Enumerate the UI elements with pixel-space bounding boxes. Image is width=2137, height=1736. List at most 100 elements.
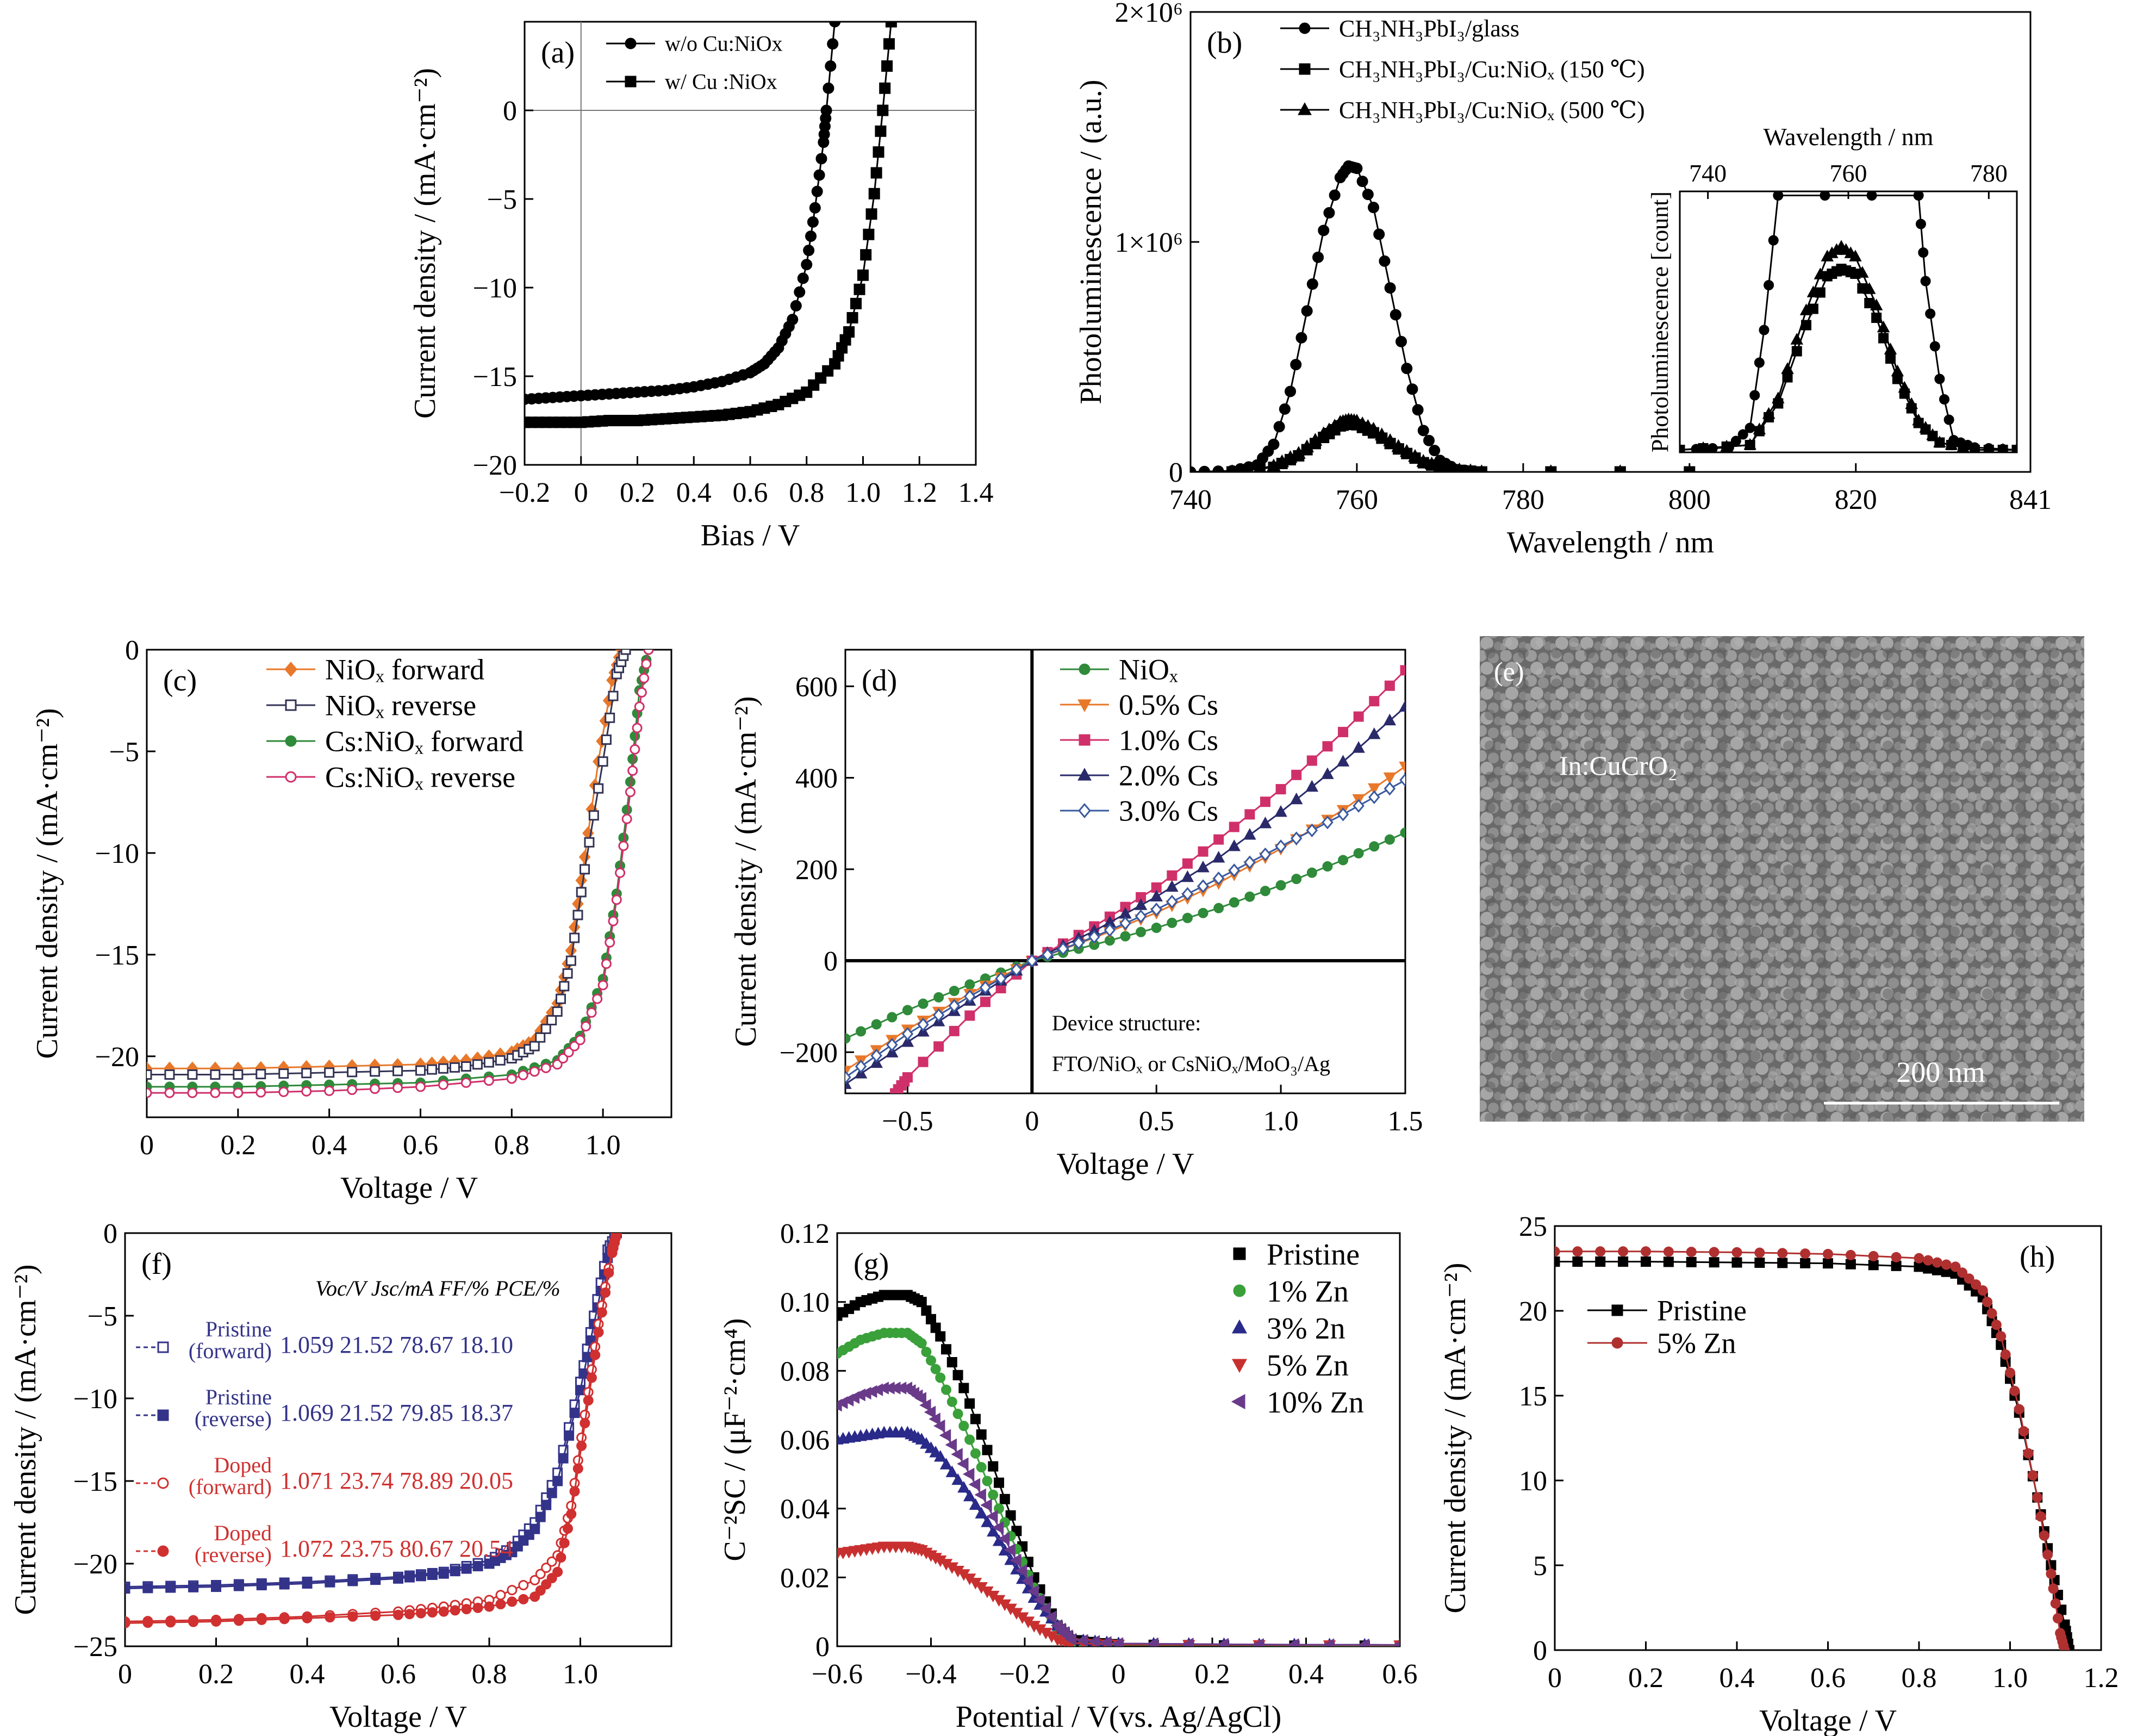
data-point	[563, 1047, 574, 1057]
data-point	[1181, 887, 1194, 901]
data-point	[540, 1023, 551, 1034]
data-point	[615, 867, 626, 878]
data-point	[901, 1035, 914, 1047]
data-point	[1547, 464, 1555, 472]
data-point	[559, 981, 570, 992]
data-point	[846, 312, 858, 323]
data-point	[916, 1338, 927, 1349]
data-point	[147, 1087, 152, 1098]
inset-data-point	[1983, 443, 1994, 452]
y-tick-label: 0.04	[780, 1494, 830, 1525]
data-point	[1709, 1247, 1719, 1258]
data-point	[1957, 1267, 1968, 1278]
data-point	[873, 146, 884, 158]
data-point	[347, 1067, 358, 1078]
data-point	[1353, 799, 1365, 813]
data-point	[164, 1087, 175, 1098]
data-point	[1971, 1279, 1982, 1290]
inset-data-point	[1820, 191, 1830, 201]
data-point	[958, 1421, 969, 1432]
data-point	[995, 972, 1007, 986]
legend-label: 5% Zn	[1657, 1327, 1736, 1359]
data-point	[438, 1568, 449, 1579]
data-point	[535, 1585, 546, 1596]
data-point	[1686, 1247, 1697, 1258]
data-point	[347, 1085, 358, 1096]
legend-swatch-marker	[157, 1477, 169, 1489]
y-tick-label: 0	[815, 1632, 830, 1663]
series-group	[1555, 1246, 2074, 1650]
x-tick-label: 800	[1668, 484, 1711, 515]
data-point	[1181, 870, 1194, 882]
data-point	[964, 1010, 975, 1021]
data-point	[1964, 1273, 1974, 1284]
data-point	[592, 993, 603, 1004]
inset-data-point	[1754, 357, 1765, 368]
x-tick-label: 0.8	[1902, 1663, 1937, 1694]
data-point	[188, 1616, 199, 1627]
inset-data-point	[1877, 320, 1890, 333]
x-tick-label: −0.6	[812, 1659, 863, 1690]
data-point	[1384, 680, 1395, 691]
data-point	[541, 1579, 552, 1590]
data-point	[1379, 255, 1391, 267]
data-point	[404, 1572, 415, 1583]
legend-label: NiOₓ	[1119, 653, 1178, 686]
data-point	[941, 1344, 952, 1355]
data-point	[1244, 891, 1255, 902]
annotation: FTO/NiOₓ or CsNiOₓ/MoO₃/Ag	[1052, 1051, 1330, 1076]
series-line	[837, 1545, 1400, 1646]
data-point	[970, 1448, 981, 1459]
data-point	[1197, 860, 1210, 873]
data-point	[813, 169, 825, 181]
inset-data-point	[1939, 394, 1950, 405]
y-tick-label: −15	[73, 1466, 117, 1497]
y-tick-label: 0	[1169, 457, 1183, 488]
data-point	[370, 1084, 381, 1094]
data-point	[142, 1617, 153, 1628]
data-point	[994, 1477, 1005, 1488]
y-tick-label: −15	[95, 940, 139, 971]
data-point	[1923, 1255, 1934, 1266]
data-point	[1213, 834, 1224, 845]
data-point	[941, 1384, 952, 1395]
data-point	[914, 1392, 926, 1405]
data-point	[2014, 1404, 2024, 1415]
data-point	[856, 1026, 867, 1037]
data-point	[1244, 809, 1255, 820]
data-point	[256, 1069, 266, 1080]
data-point	[1868, 1260, 1879, 1271]
data-point	[1941, 1259, 1952, 1270]
data-point	[558, 1053, 569, 1064]
x-tick-label: 0.6	[1810, 1663, 1846, 1694]
inset-data-point	[1781, 362, 1794, 374]
data-point	[1399, 761, 1405, 774]
panel-g: −0.6 −0.4 −0.2 0 0.2 0.4 0.6 0 0.02 0.04 0.06 0.08 0…	[718, 1218, 1418, 1734]
y-tick-label: −20	[95, 1042, 139, 1073]
data-point	[987, 1525, 1000, 1537]
data-point	[142, 1583, 153, 1594]
y-tick-label: −15	[473, 362, 517, 393]
x-tick-label: 780	[1502, 484, 1544, 515]
legend-swatch-marker	[1233, 1247, 1246, 1260]
data-point	[1391, 439, 1406, 452]
data-point	[935, 1331, 946, 1342]
data-point	[370, 1575, 381, 1585]
legend-label: (reverse)	[195, 1542, 272, 1567]
panel-label: (f)	[141, 1247, 172, 1281]
data-point	[823, 82, 834, 94]
data-point	[1400, 827, 1405, 838]
data-point	[968, 1478, 981, 1491]
data-point	[1306, 823, 1318, 838]
legend-label: 3% 2n	[1267, 1312, 1345, 1346]
data-point	[210, 1069, 221, 1080]
data-point	[1914, 1261, 1924, 1272]
y-tick-label: 5	[1533, 1551, 1547, 1582]
series-group	[125, 1233, 622, 1628]
data-point	[187, 1087, 198, 1098]
panel-label: (g)	[853, 1247, 889, 1281]
data-point	[256, 1087, 266, 1098]
data-point	[2042, 1550, 2053, 1560]
inset-data-point	[1920, 276, 1931, 287]
data-point	[863, 228, 875, 240]
